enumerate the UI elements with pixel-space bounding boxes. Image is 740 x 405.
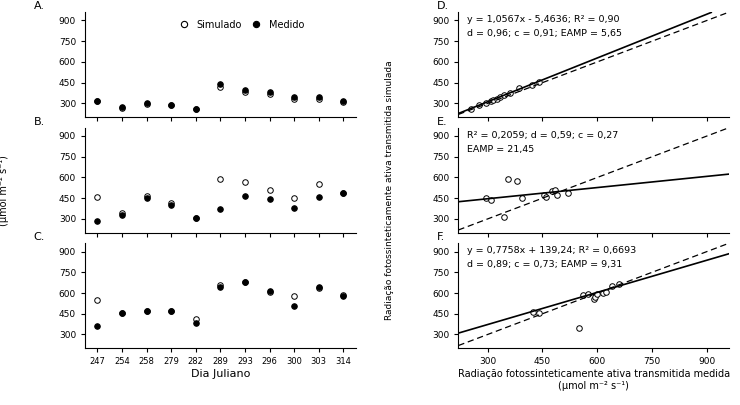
Text: y = 1,0567x - 5,4636; R² = 0,90: y = 1,0567x - 5,4636; R² = 0,90 <box>466 15 619 24</box>
Text: EAMP = 21,45: EAMP = 21,45 <box>466 145 534 153</box>
Text: F.: F. <box>437 232 445 242</box>
Text: E.: E. <box>437 117 448 127</box>
X-axis label: Dia Juliano: Dia Juliano <box>191 369 250 379</box>
Text: Radiação fotossinteticamente ativa transmitida simulada: Radiação fotossinteticamente ativa trans… <box>386 60 394 320</box>
Text: A.: A. <box>34 1 44 11</box>
Text: D.: D. <box>437 1 449 11</box>
Text: R² = 0,2059; d = 0,59; c = 0,27: R² = 0,2059; d = 0,59; c = 0,27 <box>466 131 618 140</box>
Text: C.: C. <box>34 232 45 242</box>
Text: d = 0,96; c = 0,91; EAMP = 5,65: d = 0,96; c = 0,91; EAMP = 5,65 <box>466 29 622 38</box>
Text: B.: B. <box>34 117 45 127</box>
Text: d = 0,89; c = 0,73; EAMP = 9,31: d = 0,89; c = 0,73; EAMP = 9,31 <box>466 260 622 269</box>
Text: (μmol m⁻² s⁻¹): (μmol m⁻² s⁻¹) <box>0 155 9 226</box>
Text: y = 0,7758x + 139,24; R² = 0,6693: y = 0,7758x + 139,24; R² = 0,6693 <box>466 246 636 256</box>
Legend: Simulado, Medido: Simulado, Medido <box>170 16 309 34</box>
X-axis label: Radiação fotossinteticamente ativa transmitida medida
(μmol m⁻² s⁻¹): Radiação fotossinteticamente ativa trans… <box>457 369 730 391</box>
